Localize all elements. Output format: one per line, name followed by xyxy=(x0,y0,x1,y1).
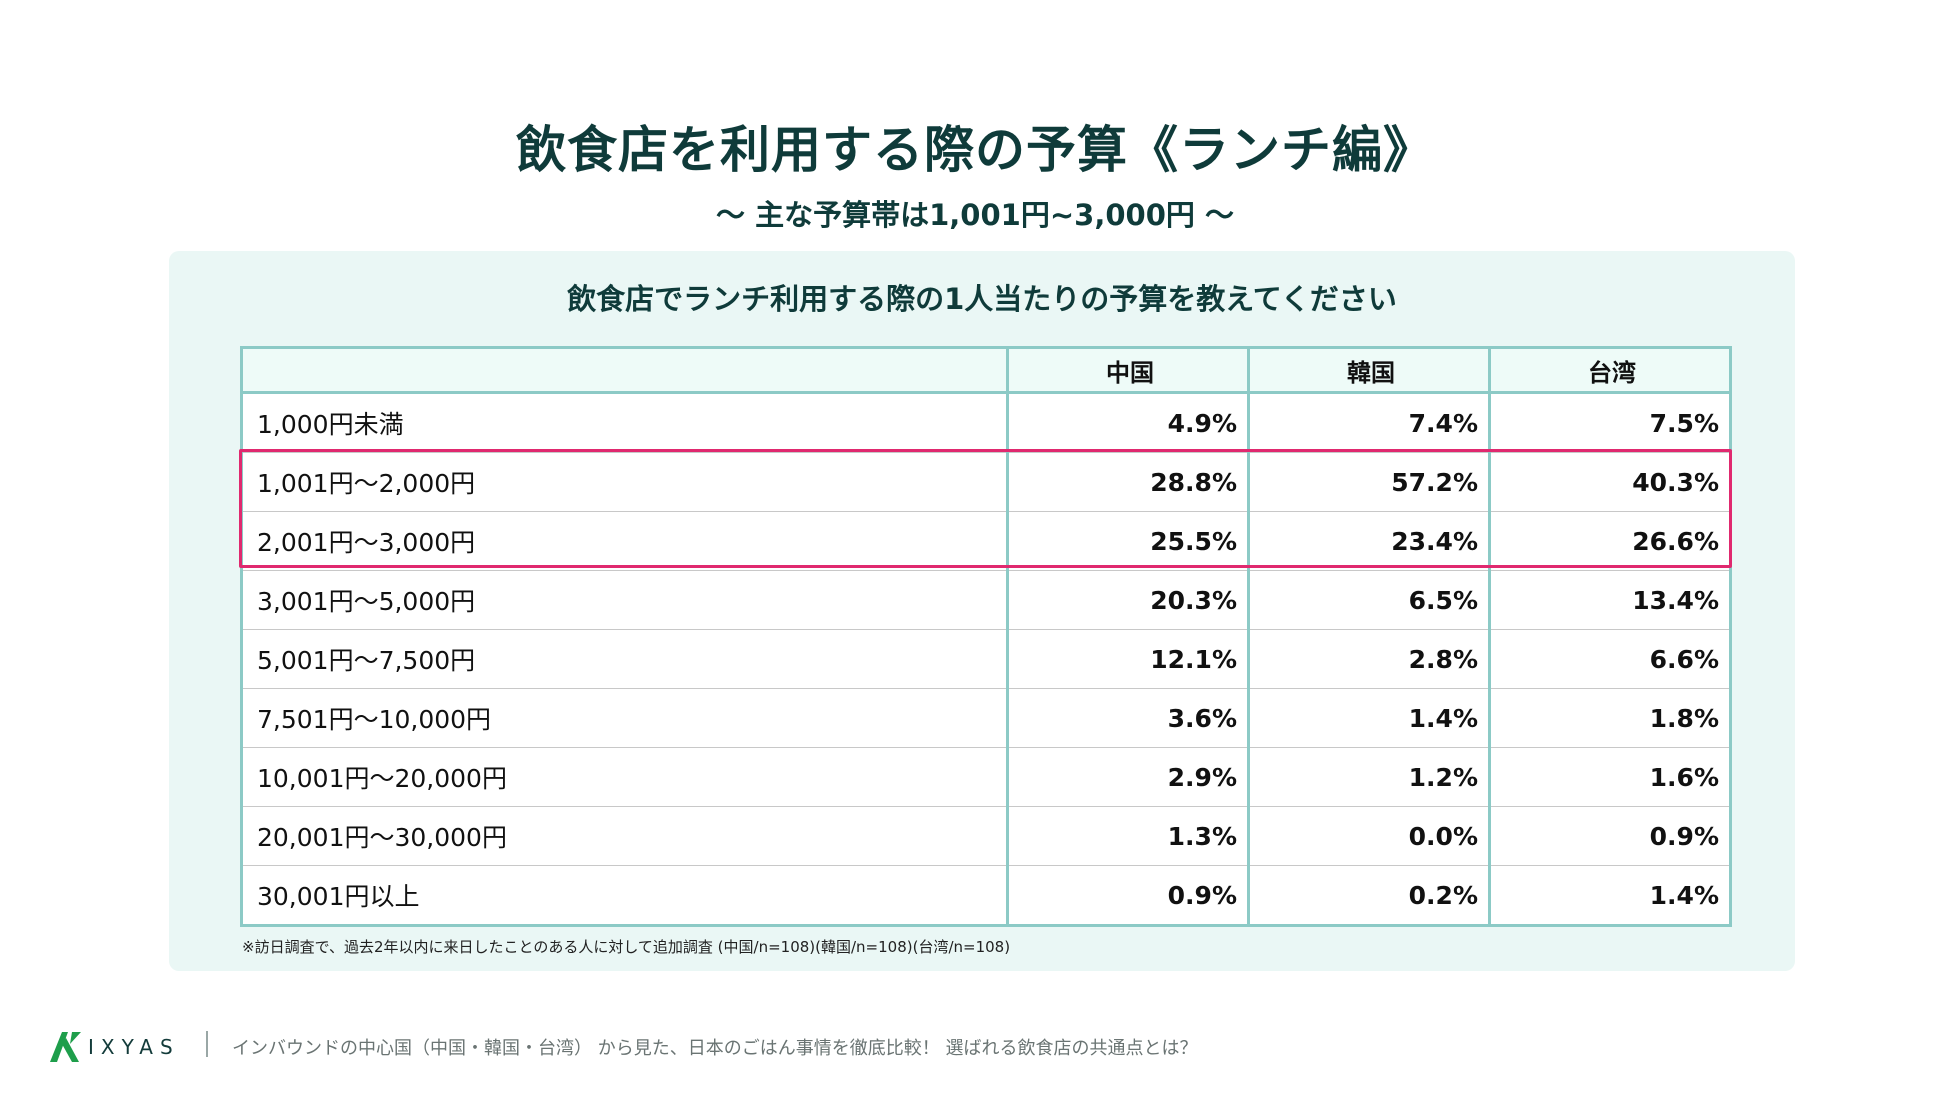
table-row: 1,000円未満 4.9% 7.4% 7.5% xyxy=(240,392,1732,453)
value-korea: 2.8% xyxy=(1247,629,1490,689)
value-china: 20.3% xyxy=(1006,570,1249,630)
value-taiwan: 13.4% xyxy=(1488,570,1732,630)
value-taiwan: 1.6% xyxy=(1488,747,1732,807)
header-cell-china: 中国 xyxy=(1006,346,1249,394)
table-row: 7,501円〜10,000円 3.6% 1.4% 1.8% xyxy=(240,688,1732,748)
value-korea: 1.2% xyxy=(1247,747,1490,807)
table-row: 5,001円〜7,500円 12.1% 2.8% 6.6% xyxy=(240,629,1732,689)
value-korea: 6.5% xyxy=(1247,570,1490,630)
value-korea: 1.4% xyxy=(1247,688,1490,748)
value-china: 4.9% xyxy=(1006,392,1249,453)
value-taiwan: 0.9% xyxy=(1488,806,1732,866)
value-taiwan: 1.8% xyxy=(1488,688,1732,748)
row-label: 3,001円〜5,000円 xyxy=(240,570,1008,630)
table-row: 1,001円〜2,000円 28.8% 57.2% 40.3% xyxy=(240,452,1732,512)
table-row: 2,001円〜3,000円 25.5% 23.4% 26.6% xyxy=(240,511,1732,571)
table-row: 3,001円〜5,000円 20.3% 6.5% 13.4% xyxy=(240,570,1732,630)
value-korea: 23.4% xyxy=(1247,511,1490,571)
value-taiwan: 6.6% xyxy=(1488,629,1732,689)
footer-text: インバウンドの中心国（中国・韓国・台湾） から見た、日本のごはん事情を徹底比較！… xyxy=(232,1038,1198,1059)
table-row: 20,001円〜30,000円 1.3% 0.0% 0.9% xyxy=(240,806,1732,866)
value-korea: 0.0% xyxy=(1247,806,1490,866)
footer-divider xyxy=(206,1031,208,1057)
value-taiwan: 7.5% xyxy=(1488,392,1732,453)
value-korea: 7.4% xyxy=(1247,392,1490,453)
budget-table: 中国 韓国 台湾 1,000円未満 4.9% 7.4% 7.5% 1,001円〜… xyxy=(240,346,1732,927)
row-label: 1,001円〜2,000円 xyxy=(240,452,1008,512)
survey-note: ※訪日調査で、過去2年以内に来日したことのある人に対して追加調査 (中国/n=1… xyxy=(242,938,1011,956)
value-taiwan: 1.4% xyxy=(1488,865,1732,927)
value-china: 0.9% xyxy=(1006,865,1249,927)
row-label: 30,001円以上 xyxy=(240,865,1008,927)
row-label: 20,001円〜30,000円 xyxy=(240,806,1008,866)
value-taiwan: 40.3% xyxy=(1488,452,1732,512)
value-china: 2.9% xyxy=(1006,747,1249,807)
table-header-row: 中国 韓国 台湾 xyxy=(240,346,1732,394)
table-row: 10,001円〜20,000円 2.9% 1.2% 1.6% xyxy=(240,747,1732,807)
row-label: 1,000円未満 xyxy=(240,392,1008,453)
header-cell-korea: 韓国 xyxy=(1247,346,1490,394)
value-china: 25.5% xyxy=(1006,511,1249,571)
value-china: 12.1% xyxy=(1006,629,1249,689)
value-taiwan: 26.6% xyxy=(1488,511,1732,571)
value-china: 1.3% xyxy=(1006,806,1249,866)
page-subtitle: 〜 主な予算帯は1,001円~3,000円 〜 xyxy=(716,198,1234,232)
header-cell-blank xyxy=(240,346,1008,394)
logo-text: IXYAS xyxy=(88,1035,180,1059)
row-label: 5,001円〜7,500円 xyxy=(240,629,1008,689)
chart-title: 飲食店でランチ利用する際の1人当たりの予算を教えてください xyxy=(567,282,1397,316)
table-row: 30,001円以上 0.9% 0.2% 1.4% xyxy=(240,865,1732,927)
value-china: 3.6% xyxy=(1006,688,1249,748)
value-korea: 57.2% xyxy=(1247,452,1490,512)
row-label: 7,501円〜10,000円 xyxy=(240,688,1008,748)
row-label: 10,001円〜20,000円 xyxy=(240,747,1008,807)
footer-logo: IXYAS xyxy=(48,1030,180,1064)
page-title: 飲食店を利用する際の予算《ランチ編》 xyxy=(516,121,1434,179)
row-label: 2,001円〜3,000円 xyxy=(240,511,1008,571)
header-cell-taiwan: 台湾 xyxy=(1488,346,1732,394)
value-china: 28.8% xyxy=(1006,452,1249,512)
value-korea: 0.2% xyxy=(1247,865,1490,927)
ixyas-logo-icon xyxy=(50,1032,81,1062)
